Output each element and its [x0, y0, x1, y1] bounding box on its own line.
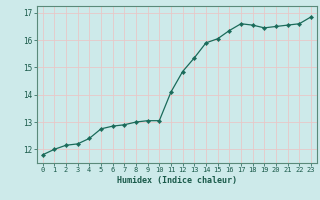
- X-axis label: Humidex (Indice chaleur): Humidex (Indice chaleur): [117, 176, 237, 185]
